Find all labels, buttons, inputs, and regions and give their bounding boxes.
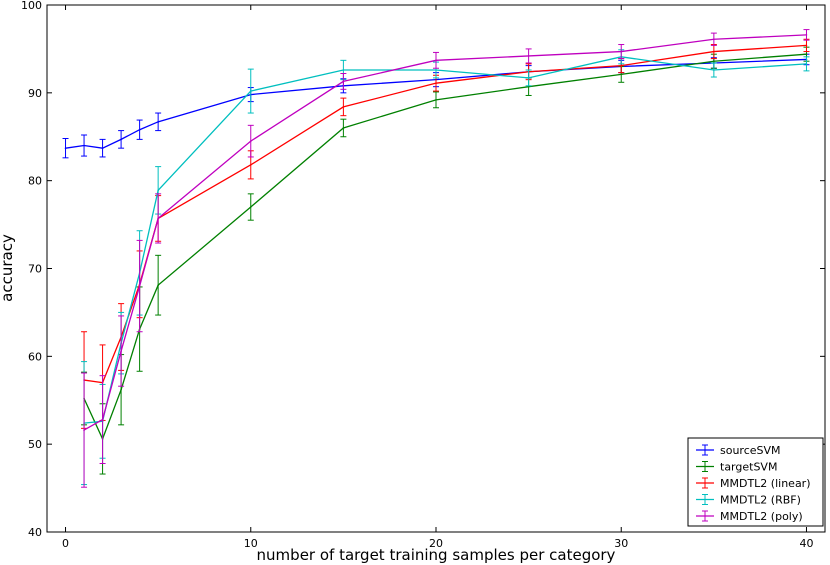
legend: sourceSVM targetSVM MMDTL2 (linear) MMDTL2 …: [687, 437, 824, 527]
data-point: [620, 50, 623, 53]
data-point: [120, 388, 122, 391]
legend-entry: targetSVM: [696, 461, 777, 474]
y-tick-label: 50: [28, 438, 42, 451]
y-tick-label: 90: [28, 87, 42, 100]
data-point: [157, 284, 159, 286]
legend-entry: MMDTL2 (RBF): [696, 494, 801, 507]
data-point: [713, 38, 715, 41]
series-4: [81, 29, 810, 488]
data-point: [138, 128, 141, 131]
legend-entry: MMDTL2 (poly): [696, 510, 803, 523]
data-point: [83, 429, 85, 431]
x-tick-label: 0: [62, 537, 69, 550]
data-point: [157, 121, 159, 123]
data-point: [249, 90, 252, 92]
data-point: [120, 138, 122, 141]
y-tick-label: 60: [28, 350, 42, 363]
series-1: [81, 46, 810, 475]
data-point: [620, 73, 623, 76]
data-point: [342, 80, 345, 83]
data-point: [101, 418, 104, 421]
data-point: [83, 144, 85, 147]
data-point: [713, 50, 715, 53]
data-point: [805, 44, 808, 47]
data-point: [805, 63, 808, 65]
legend-entry: sourceSVM: [696, 444, 781, 457]
data-point: [713, 60, 715, 63]
data-point: [435, 69, 437, 71]
y-tick-label: 100: [21, 0, 42, 12]
data-point: [157, 217, 159, 220]
data-point: [249, 206, 252, 208]
y-tick-label: 80: [28, 175, 42, 188]
legend-label: sourceSVM: [720, 444, 781, 457]
data-point: [435, 59, 437, 62]
data-point: [64, 147, 67, 149]
legend-label: MMDTL2 (poly): [720, 510, 803, 523]
legend-label: MMDTL2 (linear): [720, 477, 811, 490]
x-tick-label: 20: [429, 537, 443, 550]
data-point: [101, 147, 104, 149]
data-point: [157, 189, 159, 192]
ticks-layer: 0 10 20 30 40 40 50 60 70 80 90 100: [21, 0, 825, 550]
data-point: [805, 53, 808, 55]
series-3: [81, 49, 810, 486]
data-point: [342, 106, 345, 108]
series-line: [83, 34, 807, 431]
legend-entry: MMDTL2 (linear): [696, 477, 811, 490]
series-layer: [62, 29, 810, 488]
x-tick-label: 30: [614, 537, 628, 550]
legend-label: targetSVM: [720, 461, 777, 474]
y-tick-label: 40: [28, 526, 42, 539]
data-point: [435, 82, 437, 84]
data-point: [620, 64, 623, 67]
y-tick-label: 70: [28, 263, 42, 276]
data-point: [249, 140, 252, 142]
data-point: [249, 164, 252, 166]
data-point: [435, 99, 437, 101]
data-point: [527, 55, 530, 57]
x-axis-label: number of target training samples per ca…: [257, 546, 616, 564]
data-point: [527, 77, 530, 79]
series-2: [81, 38, 810, 429]
series-line: [83, 44, 807, 384]
legend-box: [687, 437, 824, 527]
series-line: [83, 53, 807, 441]
series-line: [83, 56, 807, 424]
data-point: [713, 69, 715, 71]
data-point: [805, 34, 808, 36]
y-axis-label: accuracy: [0, 234, 16, 302]
legend-label: MMDTL2 (RBF): [720, 494, 801, 507]
data-point: [342, 127, 345, 129]
data-point: [138, 285, 141, 287]
x-tick-label: 40: [799, 537, 813, 550]
data-point: [120, 350, 122, 352]
x-tick-label: 10: [244, 537, 258, 550]
data-point: [342, 69, 345, 71]
